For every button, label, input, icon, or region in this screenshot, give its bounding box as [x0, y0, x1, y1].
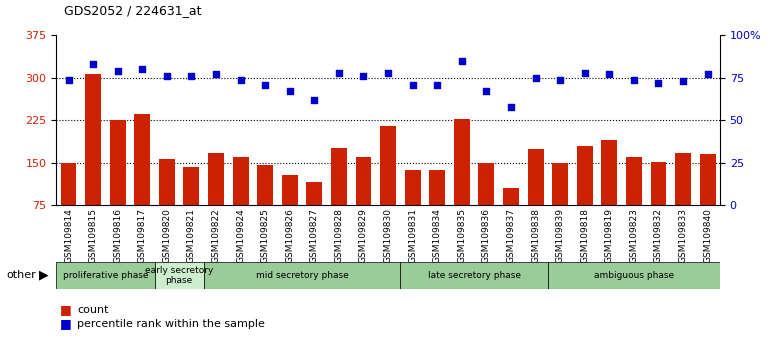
Bar — [85, 74, 101, 248]
Point — [259, 82, 271, 87]
Bar — [405, 170, 420, 248]
Point — [136, 67, 149, 72]
Bar — [601, 139, 618, 248]
Bar — [109, 120, 126, 248]
Point — [505, 104, 517, 110]
Bar — [257, 165, 273, 248]
Text: count: count — [77, 305, 109, 315]
Bar — [380, 126, 396, 248]
Text: early secretory
phase: early secretory phase — [145, 266, 213, 285]
Point — [603, 72, 615, 77]
Point — [530, 75, 542, 81]
Point — [234, 77, 246, 82]
Bar — [306, 182, 323, 248]
Point — [578, 70, 591, 76]
Point — [87, 62, 99, 67]
Point — [677, 79, 689, 84]
Text: ambiguous phase: ambiguous phase — [594, 271, 674, 280]
Point — [554, 77, 566, 82]
Point — [186, 73, 198, 79]
Text: proliferative phase: proliferative phase — [62, 271, 148, 280]
Point — [283, 88, 296, 94]
Point — [308, 97, 320, 103]
Point — [112, 68, 124, 74]
Bar — [552, 163, 568, 248]
Text: GDS2052 / 224631_at: GDS2052 / 224631_at — [64, 4, 202, 17]
Bar — [503, 188, 519, 248]
FancyBboxPatch shape — [548, 262, 720, 289]
Bar — [651, 162, 667, 248]
Bar — [454, 119, 470, 248]
Bar — [134, 114, 150, 248]
Bar — [331, 148, 347, 248]
Point — [480, 88, 493, 94]
Text: ▶: ▶ — [39, 269, 49, 282]
Bar — [183, 167, 199, 248]
Text: late secretory phase: late secretory phase — [427, 271, 521, 280]
Bar — [159, 159, 175, 248]
Bar — [577, 147, 593, 248]
Bar — [208, 153, 224, 248]
FancyBboxPatch shape — [155, 262, 204, 289]
Text: percentile rank within the sample: percentile rank within the sample — [77, 319, 265, 329]
Point — [652, 80, 665, 86]
Point — [382, 70, 394, 76]
Bar — [282, 175, 298, 248]
Point — [701, 72, 714, 77]
Point — [456, 58, 468, 64]
Bar — [356, 156, 371, 248]
FancyBboxPatch shape — [204, 262, 400, 289]
Bar — [429, 170, 445, 248]
Point — [62, 77, 75, 82]
FancyBboxPatch shape — [400, 262, 548, 289]
Point — [407, 82, 419, 87]
Bar — [61, 163, 76, 248]
Point — [210, 72, 223, 77]
Bar — [233, 156, 249, 248]
Bar — [626, 157, 642, 248]
Bar — [675, 153, 691, 248]
Bar — [527, 149, 544, 248]
Text: ■: ■ — [60, 303, 72, 316]
Text: other: other — [6, 270, 36, 280]
Point — [357, 73, 370, 79]
Point — [431, 82, 444, 87]
Bar — [478, 163, 494, 248]
Point — [628, 77, 640, 82]
Point — [333, 70, 345, 76]
Text: ■: ■ — [60, 318, 72, 330]
Text: mid secretory phase: mid secretory phase — [256, 271, 348, 280]
Point — [161, 73, 173, 79]
Bar — [700, 154, 715, 248]
FancyBboxPatch shape — [56, 262, 155, 289]
